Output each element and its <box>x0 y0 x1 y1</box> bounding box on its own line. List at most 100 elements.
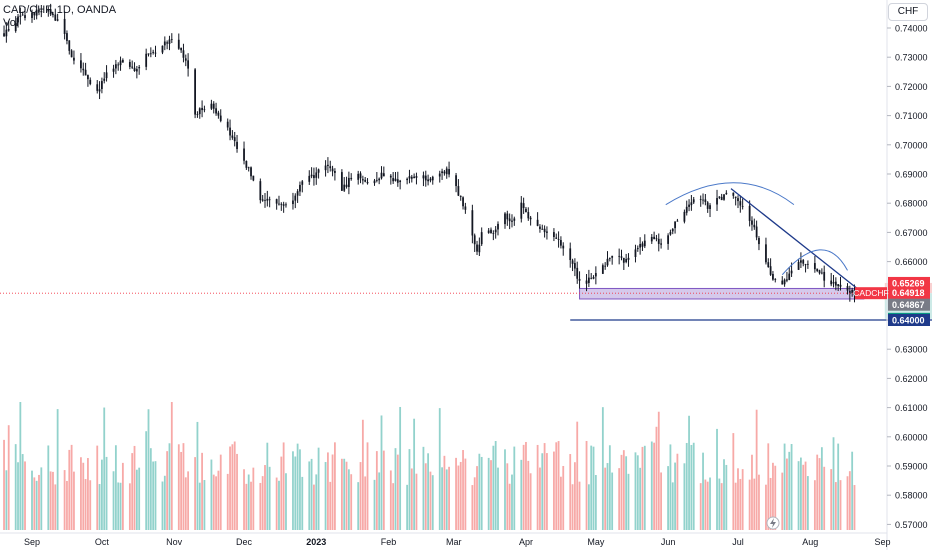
candle <box>704 193 707 206</box>
candle <box>350 173 353 181</box>
candle <box>832 274 835 288</box>
candle <box>674 221 676 234</box>
candle-body <box>201 107 203 111</box>
candle <box>170 33 173 44</box>
candle-body <box>490 229 492 234</box>
volume-bar <box>24 461 26 530</box>
volume-bar <box>410 468 413 530</box>
candle-body <box>170 39 173 40</box>
volume-bar <box>772 462 774 530</box>
volume-bar <box>823 466 826 530</box>
volume-bar <box>252 467 255 530</box>
candle-body <box>543 228 546 233</box>
candle-body <box>7 29 10 31</box>
candle <box>103 72 106 84</box>
volume-bar <box>473 477 476 530</box>
price-badge <box>888 298 930 311</box>
candle <box>47 6 50 17</box>
volume-bar <box>317 447 320 530</box>
candle <box>54 8 57 21</box>
volume-bar <box>194 457 196 530</box>
candle-body <box>3 33 5 37</box>
candle <box>476 240 478 256</box>
candle-body <box>324 165 327 171</box>
candle <box>671 228 674 235</box>
candle-body <box>513 218 516 221</box>
candle <box>490 227 492 234</box>
candle-body <box>73 57 75 61</box>
volume-bar <box>734 482 737 530</box>
volume-bar <box>590 445 593 530</box>
candle-body <box>373 180 376 184</box>
candle-body <box>669 232 672 235</box>
candle <box>68 40 71 55</box>
candle-body <box>657 238 660 244</box>
candle <box>557 231 560 248</box>
candle <box>308 170 311 185</box>
candle-body <box>17 16 19 23</box>
candle <box>163 36 166 51</box>
candle-body <box>650 236 653 242</box>
time-tick-label: 2023 <box>306 537 326 547</box>
candle <box>650 234 653 244</box>
volume-bar <box>506 463 509 530</box>
candle <box>73 50 75 65</box>
candle <box>802 259 805 267</box>
candle-body <box>396 179 399 183</box>
candle <box>396 171 399 187</box>
candle <box>718 196 721 200</box>
volume-bar <box>396 454 399 530</box>
candle <box>504 212 506 229</box>
volume-bar <box>674 462 676 530</box>
volume-bar <box>166 451 169 530</box>
candle <box>210 99 213 110</box>
candle <box>301 180 304 193</box>
candle-body <box>226 121 229 128</box>
candle <box>667 233 669 250</box>
volume-bar <box>357 482 360 530</box>
volume-bar <box>671 482 674 530</box>
candle <box>121 58 124 63</box>
candle <box>657 233 660 252</box>
candle-body <box>604 265 607 267</box>
candle-body <box>33 12 36 16</box>
candle <box>772 271 774 281</box>
candle <box>56 13 59 22</box>
candle-body <box>198 108 201 115</box>
volume-bar <box>562 465 565 530</box>
volume-bar <box>636 455 639 530</box>
currency-button[interactable]: CHF <box>888 3 928 21</box>
candle <box>781 276 784 285</box>
volume-bar <box>536 444 539 530</box>
volume-bar <box>667 466 669 530</box>
volume-bar <box>783 443 786 530</box>
candle <box>455 172 457 193</box>
volume-bar <box>84 479 87 530</box>
volume-bar <box>718 478 721 530</box>
candle <box>525 206 527 213</box>
candle <box>315 167 318 185</box>
candle <box>786 271 788 283</box>
candle-body <box>622 257 625 263</box>
candle <box>394 171 397 182</box>
candle <box>252 175 255 182</box>
volume-bar <box>215 476 217 530</box>
candle-body <box>820 272 823 274</box>
volume-bar <box>392 483 395 530</box>
candle-body <box>846 286 849 291</box>
candle-body <box>676 220 679 222</box>
candle-body <box>751 220 753 225</box>
candle <box>14 16 17 33</box>
candle-body <box>737 198 739 202</box>
volume-bar <box>848 471 851 530</box>
candle <box>201 100 203 118</box>
candle <box>177 33 180 50</box>
candle-body <box>261 199 264 201</box>
price-labels: 0.652690.6491807:33:35CADCHF0.648670.640… <box>853 276 930 326</box>
candle-body <box>478 244 481 253</box>
volume-bar <box>128 483 131 530</box>
candle <box>846 283 849 295</box>
volume-bar <box>741 469 744 530</box>
